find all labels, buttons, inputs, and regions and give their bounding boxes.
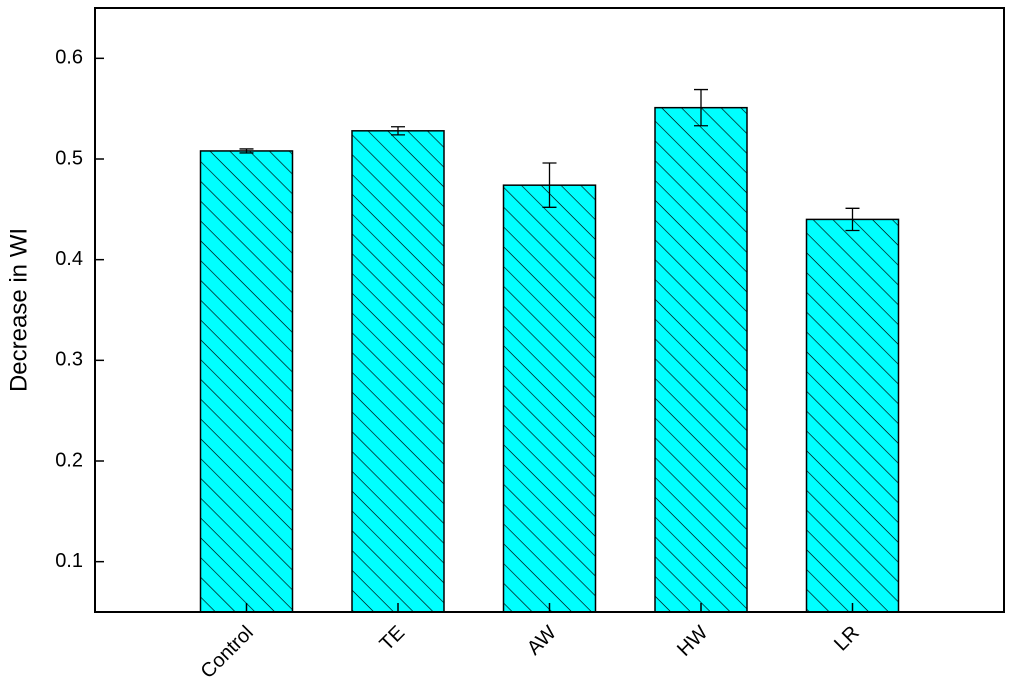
y-tick-label: 0.3 [55,349,83,371]
y-tick-label: 0.2 [55,449,83,471]
error-bar [694,88,708,127]
error-bar [239,148,254,154]
x-tick-label: LR [830,622,864,656]
plot-frame [94,7,1005,613]
x-tick-label: TE [376,622,410,656]
x-tick-label: Control [197,622,258,683]
x-tick-label: HW [673,622,712,661]
error-bar [542,162,557,208]
y-axis-label: Decrease in WI [5,228,32,392]
bar [199,150,294,613]
bar [502,184,597,613]
y-tick-label: 0.1 [55,550,83,572]
y-tick-label: 0.4 [55,248,83,270]
y-tick-label: 0.6 [55,47,83,69]
bar [654,106,748,613]
bar [805,218,900,613]
error-bar [391,126,405,136]
bar [351,130,445,613]
error-bar [845,207,860,232]
x-tick-label: AW [523,622,561,660]
y-tick-label: 0.5 [55,147,83,169]
